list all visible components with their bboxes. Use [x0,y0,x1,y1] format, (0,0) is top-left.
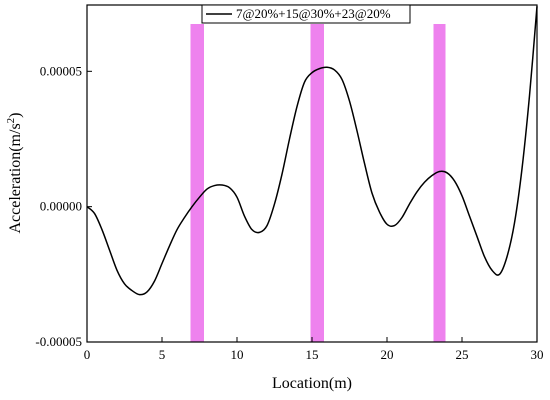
x-tick-label: 20 [381,347,394,362]
legend: 7@20%+15@30%+23@20% [201,4,411,24]
series-layer [86,6,538,296]
x-axis-title: Location(m) [272,375,352,392]
y-tick-label: 0.00005 [40,63,82,78]
x-tick-label: 0 [84,347,91,362]
y-axis-title-suffix: ) [7,113,24,118]
series-line-1 [86,6,538,296]
x-tick-label: 10 [231,347,244,362]
x-axis-ticks: 0 5 10 15 20 25 30 [84,337,544,362]
x-tick-label: 5 [159,347,166,362]
x-tick-label: 30 [531,347,544,362]
highlight-band-3 [433,24,446,342]
y-axis-ticks: -0.00005 0.00000 0.00005 [35,63,92,349]
highlight-band-1 [190,24,204,342]
y-axis-title: Acceleration(m/s2) [5,113,24,234]
x-tick-label: 15 [306,347,319,362]
y-axis-title-sup: 2 [5,118,17,124]
highlight-band-2 [310,24,324,342]
legend-label: 7@20%+15@30%+23@20% [236,6,391,21]
y-tick-label: 0.00000 [40,199,82,214]
y-tick-label: -0.00005 [35,334,82,349]
x-tick-label: 25 [456,347,469,362]
legend-box [201,4,411,24]
highlight-bands [190,24,446,342]
y-axis-title-prefix: Acceleration(m/s [7,123,24,233]
